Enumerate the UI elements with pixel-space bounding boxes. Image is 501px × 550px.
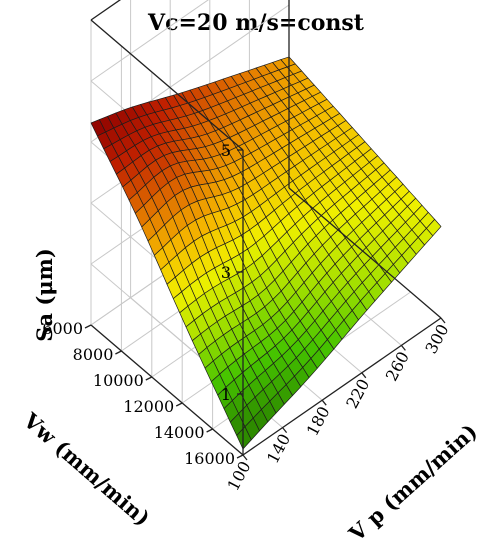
x-tick-label: 14000 [154,423,205,442]
x-tick-mark [206,428,213,433]
z-tick-label: 1 [221,385,231,404]
y-tick-mark [321,399,327,406]
x-tick-label: 8000 [73,345,114,364]
y-tick-mark [282,427,288,434]
grid-line [90,0,209,82]
axes-box [90,0,442,456]
axis-edge [90,19,244,151]
y-tick-mark [361,372,367,379]
axis-edge [90,324,244,456]
x-tick-mark [115,350,122,355]
x-tick-mark [145,376,153,381]
surface [90,56,442,450]
x-tick-label: 10000 [93,371,144,390]
x-tick-label: 12000 [123,397,174,416]
z-axis-label: Sa (μm) [32,248,57,342]
y-tick-label: 140 [263,431,294,467]
x-axis-label: Vw (mm/min) [18,407,155,531]
y-tick-label: 300 [421,321,452,357]
y-tick-label: 260 [382,348,413,384]
x-tick-label: 16000 [184,449,235,468]
y-tick-mark [400,344,406,351]
axis-edge [242,317,442,456]
y-tick-label: 180 [303,403,334,439]
axis-edge [288,187,442,319]
y-tick-label: 220 [342,376,373,412]
y-tick-mark [440,317,446,324]
chart-title: Vc=20 m/s=const [147,10,365,36]
x-tick-label: 6000 [42,319,83,338]
z-tick-label: 3 [221,263,231,282]
x-tick-mark [175,402,183,407]
y-axis-label: V p (mm/min) [343,419,482,547]
y-tick-mark [242,454,248,461]
z-tick-label: 5 [221,141,231,160]
surface-cell [236,426,252,450]
x-tick-mark [84,324,92,329]
x-tick-mark [236,454,244,459]
